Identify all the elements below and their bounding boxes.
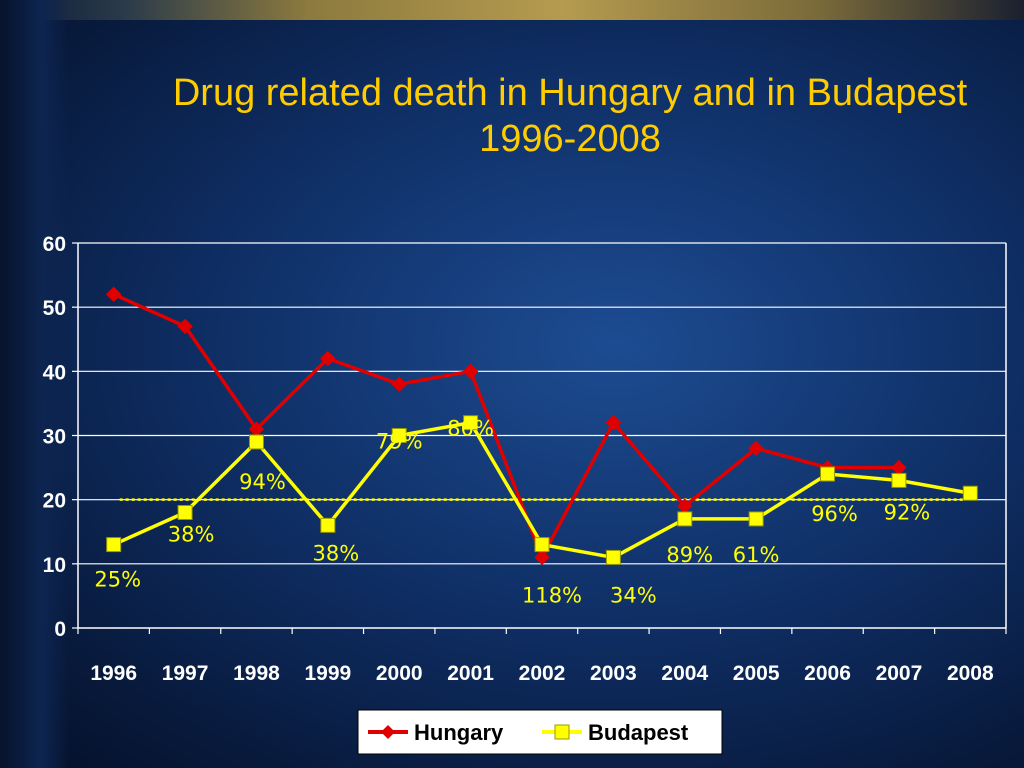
x-tick-label: 1998 bbox=[233, 662, 280, 685]
data-point-budapest bbox=[820, 466, 836, 482]
data-label: 38% bbox=[313, 541, 360, 565]
data-point-budapest bbox=[748, 511, 764, 527]
x-tick-label: 2001 bbox=[447, 662, 494, 685]
top-decorative-bar bbox=[0, 0, 1024, 20]
data-point-hungary bbox=[391, 376, 407, 392]
data-label: 92% bbox=[884, 500, 931, 524]
data-point-hungary bbox=[891, 459, 907, 476]
legend-marker bbox=[381, 725, 395, 739]
data-point-budapest bbox=[248, 434, 264, 450]
series-line-hungary bbox=[112, 292, 899, 562]
data-point-hungary bbox=[534, 549, 550, 566]
data-point-budapest bbox=[677, 511, 693, 527]
chart-title: Drug related death in Hungary and in Bud… bbox=[172, 72, 968, 160]
data-point-budapest bbox=[463, 415, 479, 431]
data-label: 61% bbox=[733, 543, 780, 567]
left-decorative-bar bbox=[0, 0, 70, 768]
data-point-budapest bbox=[320, 517, 336, 533]
data-label: 80% bbox=[447, 417, 494, 441]
data-point-hungary bbox=[320, 350, 336, 367]
data-label: 118% bbox=[522, 584, 582, 608]
legend bbox=[357, 709, 723, 755]
legend-label: Hungary bbox=[414, 720, 504, 745]
x-tick-label: 2008 bbox=[947, 662, 994, 685]
x-tick-label: 1999 bbox=[304, 662, 351, 685]
data-label: 34% bbox=[610, 583, 657, 607]
data-label: 79% bbox=[376, 430, 423, 454]
data-point-hungary bbox=[462, 363, 479, 380]
x-tick-label: 2002 bbox=[519, 662, 566, 685]
legend-marker bbox=[554, 724, 570, 740]
data-point-budapest bbox=[177, 505, 193, 520]
data-point-budapest bbox=[891, 472, 907, 488]
y-tick-label: 30 bbox=[43, 426, 66, 449]
x-tick-label: 2007 bbox=[876, 662, 923, 685]
data-point-budapest bbox=[534, 537, 550, 553]
data-point-budapest bbox=[106, 537, 122, 553]
y-tick-label: 10 bbox=[43, 554, 66, 577]
data-label: 25% bbox=[94, 568, 141, 592]
legend-label: Budapest bbox=[588, 720, 689, 745]
y-tick-label: 60 bbox=[43, 233, 66, 256]
x-tick-label: 2004 bbox=[661, 662, 708, 685]
data-point-hungary bbox=[177, 318, 193, 335]
data-point-budapest bbox=[391, 428, 407, 443]
x-tick-label: 2006 bbox=[804, 662, 851, 685]
data-label: 94% bbox=[239, 470, 286, 494]
data-point-budapest bbox=[605, 549, 621, 565]
x-tick-label: 1997 bbox=[162, 662, 209, 685]
x-tick-label: 2000 bbox=[376, 662, 423, 685]
y-tick-label: 20 bbox=[43, 490, 66, 513]
data-point-hungary bbox=[605, 414, 622, 431]
x-tick-label: 1996 bbox=[90, 662, 137, 685]
x-tick-label: 2005 bbox=[733, 662, 780, 685]
data-point-hungary bbox=[105, 286, 122, 303]
y-tick-label: 50 bbox=[43, 297, 66, 320]
data-point-budapest bbox=[962, 485, 978, 501]
data-label: 89% bbox=[666, 543, 713, 567]
y-tick-label: 0 bbox=[54, 618, 66, 641]
x-tick-label: 2003 bbox=[590, 662, 637, 685]
data-label: 38% bbox=[168, 523, 215, 547]
data-point-hungary bbox=[748, 440, 764, 457]
data-label: 96% bbox=[811, 502, 858, 526]
y-tick-label: 40 bbox=[43, 361, 66, 384]
